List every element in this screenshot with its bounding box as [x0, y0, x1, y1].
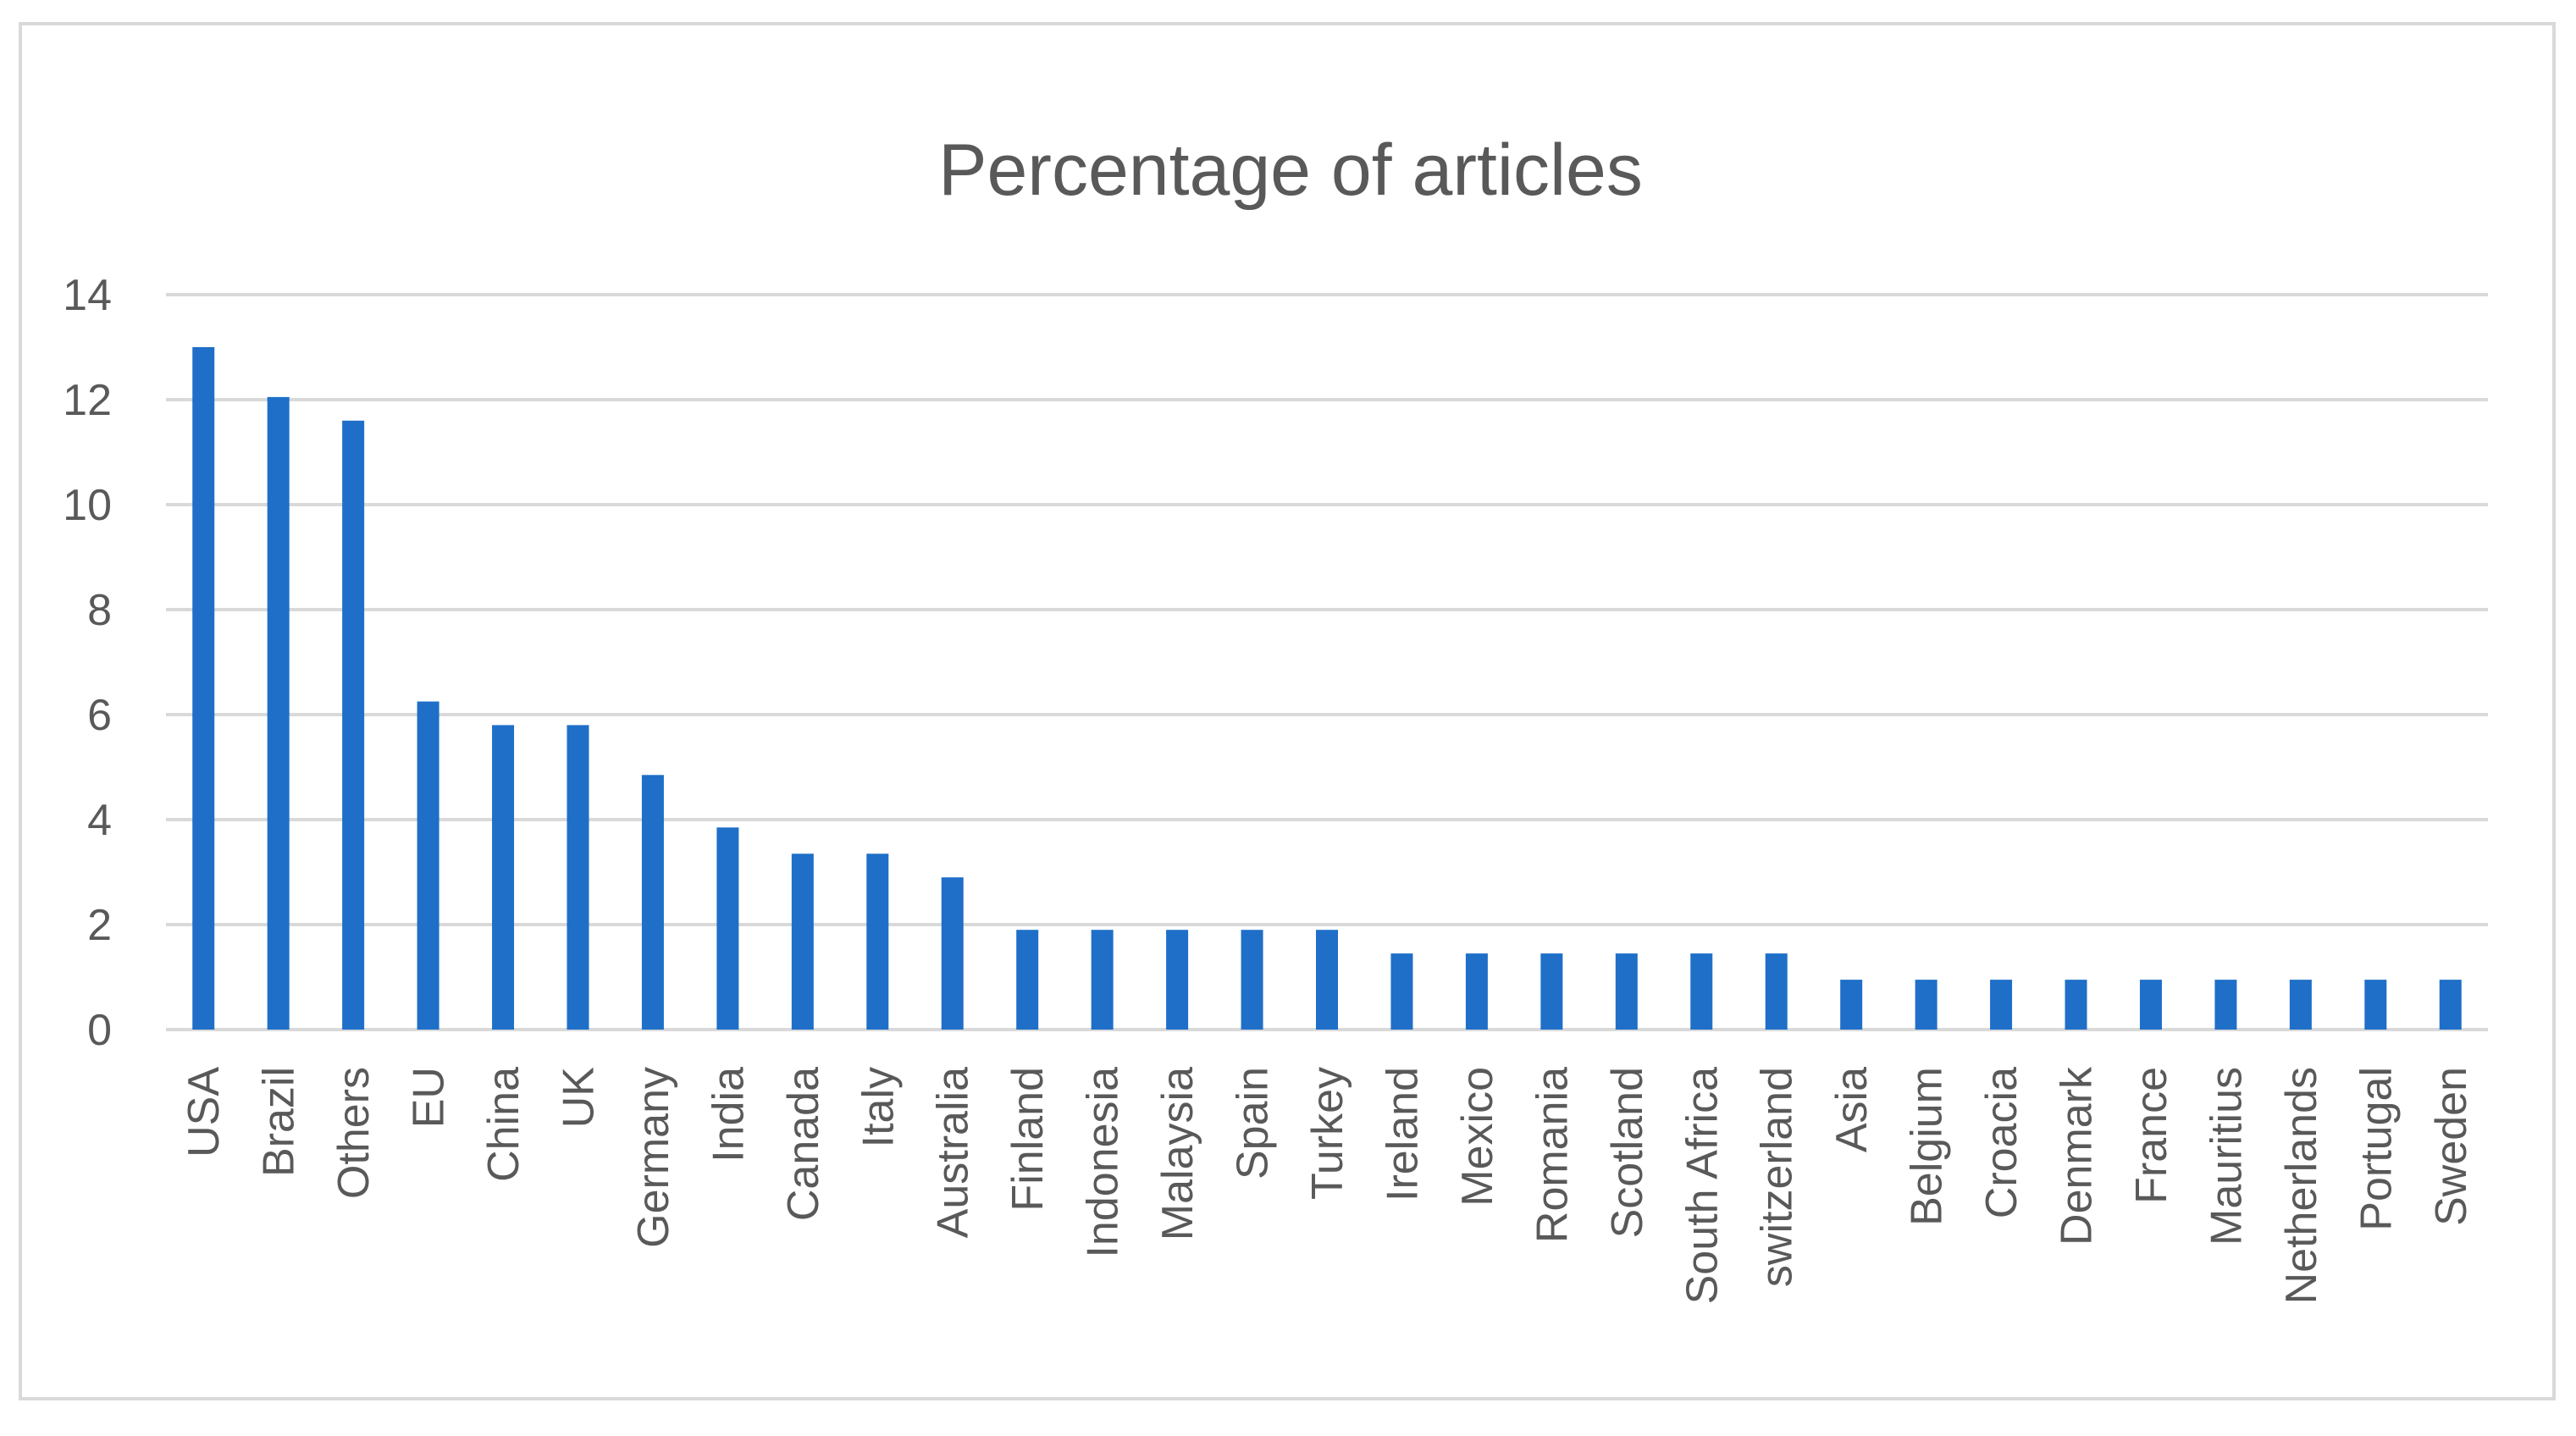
bar-france [2139, 980, 2162, 1030]
x-tick-label: Netherlands [2277, 1067, 2326, 1304]
bar-eu [417, 701, 439, 1030]
x-tick-label: UK [554, 1067, 603, 1129]
x-tick-label: France [2127, 1067, 2176, 1204]
bar-usa [192, 347, 215, 1030]
x-tick-label: China [479, 1067, 528, 1182]
bar-spain [1241, 930, 1263, 1030]
x-tick-label: Indonesia [1079, 1067, 1128, 1258]
y-tick-label: 14 [63, 271, 112, 320]
y-axis: 0 2 4 6 8 10 12 14 [63, 271, 112, 1055]
y-tick-label: 6 [87, 691, 112, 740]
bar-croacia [1990, 980, 2013, 1030]
bar-india [716, 827, 739, 1030]
bar-turkey [1316, 930, 1338, 1030]
chart-frame: Percentage of articles 0 2 4 6 8 10 12 14 USA Br… [19, 22, 2556, 1400]
x-tick-label: USA [180, 1067, 229, 1157]
x-tick-label: Canada [779, 1067, 828, 1221]
x-tick-label: Spain [1229, 1067, 1278, 1179]
x-tick-label: Germany [629, 1067, 678, 1248]
bar-mexico [1465, 953, 1488, 1030]
x-tick-label: Romania [1528, 1067, 1577, 1243]
x-tick-label: Portugal [2352, 1067, 2401, 1231]
x-tick-label: EU [405, 1067, 454, 1128]
x-tick-label: Croacia [1977, 1067, 2026, 1218]
bar-belgium [1915, 980, 1938, 1030]
y-tick-label: 0 [87, 1006, 112, 1055]
bar-denmark [2065, 980, 2087, 1030]
x-tick-label: Ireland [1378, 1067, 1427, 1201]
bar-asia [1840, 980, 1863, 1030]
bars [192, 347, 2462, 1030]
bar-finland [1016, 930, 1039, 1030]
x-tick-label: Malaysia [1153, 1067, 1202, 1240]
bar-germany [641, 775, 664, 1030]
x-tick-label: switzerland [1753, 1067, 1802, 1287]
bar-china [492, 725, 515, 1030]
y-tick-label: 10 [63, 481, 112, 530]
bar-ireland [1390, 953, 1413, 1030]
gridlines [166, 293, 2488, 1031]
x-tick-label: Sweden [2427, 1067, 2476, 1226]
bar-uk [567, 725, 589, 1030]
bar-canada [791, 853, 814, 1030]
x-tick-label: Finland [1003, 1067, 1053, 1212]
bar-italy [866, 853, 889, 1030]
bar-others [342, 420, 365, 1030]
x-tick-label: Brazil [255, 1067, 304, 1177]
x-tick-label: Australia [929, 1067, 978, 1238]
bar-malaysia [1166, 930, 1189, 1030]
bar-australia [941, 877, 964, 1030]
x-tick-label: India [704, 1067, 753, 1163]
x-tick-label: Denmark [2053, 1066, 2102, 1245]
y-tick-label: 12 [63, 376, 112, 425]
bar-netherlands [2289, 980, 2312, 1030]
bar-brazil [267, 396, 290, 1030]
x-tick-label: Mauritius [2202, 1067, 2251, 1245]
y-tick-label: 2 [87, 901, 112, 950]
bar-switzerland [1765, 953, 1788, 1030]
bar-indonesia [1091, 930, 1114, 1030]
bar-south-africa [1690, 953, 1713, 1030]
chart-title: Percentage of articles [938, 130, 1643, 211]
x-tick-label: Belgium [1903, 1067, 1952, 1226]
x-tick-label: Others [329, 1067, 379, 1199]
bar-romania [1540, 953, 1563, 1030]
x-tick-label: Turkey [1303, 1067, 1352, 1200]
x-tick-label: Asia [1827, 1067, 1877, 1152]
bar-sweden [2439, 980, 2462, 1030]
x-tick-label: Mexico [1453, 1067, 1502, 1207]
bar-portugal [2364, 980, 2387, 1030]
bar-chart: Percentage of articles 0 2 4 6 8 10 12 14 USA Br… [63, 130, 2488, 1304]
bar-mauritius [2214, 980, 2237, 1030]
y-tick-label: 4 [87, 796, 112, 845]
y-tick-label: 8 [87, 586, 112, 635]
x-tick-label: Scotland [1603, 1067, 1652, 1238]
x-axis: USA Brazil Others EU China UK Germany India Cana… [180, 1066, 2476, 1304]
bar-scotland [1615, 953, 1638, 1030]
x-tick-label: South Africa [1678, 1067, 1727, 1304]
x-tick-label: Italy [854, 1067, 903, 1147]
